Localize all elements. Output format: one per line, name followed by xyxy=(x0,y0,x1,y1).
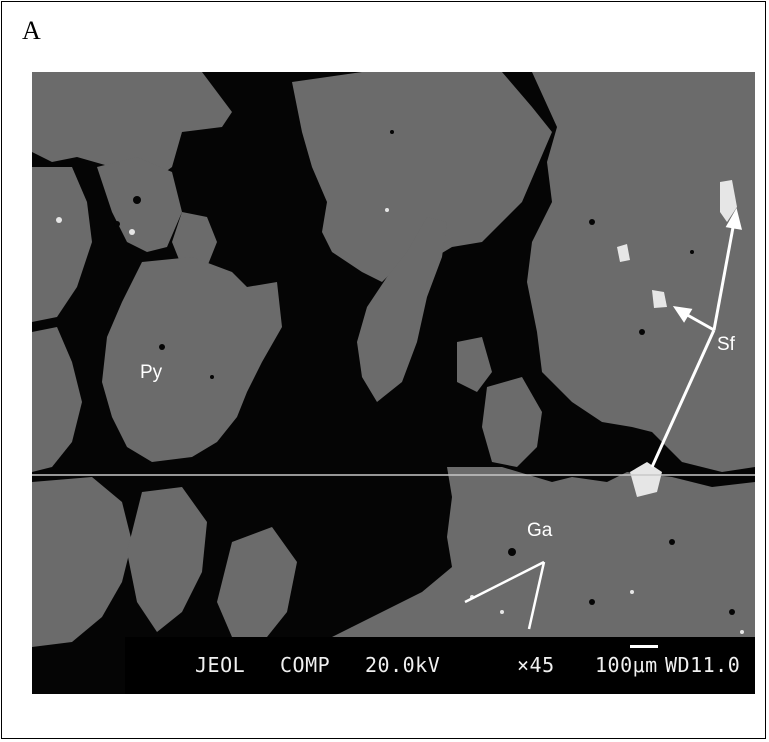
info-working-distance: WD11.0 xyxy=(665,653,741,677)
info-scale: 100μm xyxy=(595,653,658,677)
label-galena: Ga xyxy=(527,520,553,541)
label-sphalerite: Sf xyxy=(717,334,735,355)
info-manufacturer: JEOL xyxy=(195,653,246,677)
sem-micrograph: Py Sf Ga JEOL COMP 20.0kV ×45 100μm WD11… xyxy=(32,72,755,694)
info-voltage: 20.0kV xyxy=(365,653,441,677)
panel-label: A xyxy=(22,16,41,45)
sem-info-bar: JEOL COMP 20.0kV ×45 100μm WD11.0 xyxy=(125,637,755,694)
info-magnification: ×45 xyxy=(517,653,555,677)
scale-bar xyxy=(630,645,658,648)
label-pyrite: Py xyxy=(140,362,163,383)
micrograph-image xyxy=(32,72,755,694)
info-mode: COMP xyxy=(280,653,331,677)
